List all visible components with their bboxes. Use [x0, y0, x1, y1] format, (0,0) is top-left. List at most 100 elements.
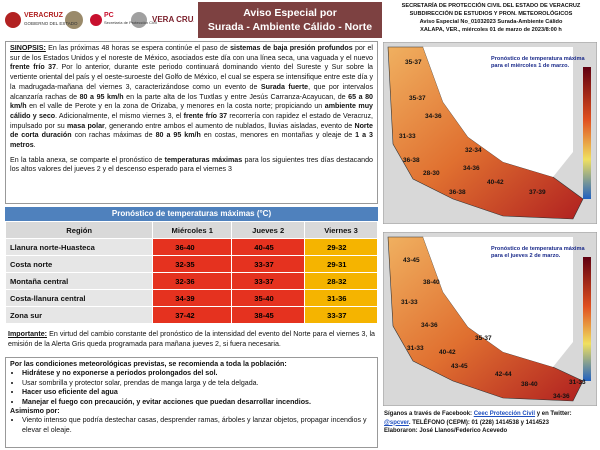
logo-text: VERACRUZ [24, 12, 64, 19]
sea [423, 47, 573, 177]
text-run: Surada fuerte [260, 82, 309, 91]
text-run: . Adicionalmente, el mismo viernes 3, el [55, 111, 184, 120]
title-line: Aviso Especial por [243, 7, 337, 19]
table-row: Llanura norte-Huasteca 36-40 40-45 29-32 [4, 238, 378, 256]
logo-text: VERA CRUZ [152, 15, 194, 24]
text-run: , que por intervalos alcanzaría rachas d… [10, 82, 373, 101]
map-caption: Pronóstico de temperatura máxima para el … [491, 246, 585, 259]
caption-line: para el miércoles 1 de marzo. [491, 63, 569, 69]
temp-label: 43-45 [451, 363, 468, 370]
footer-line: Elaboraron: José Llanos/Federico Acevedo [384, 427, 598, 436]
logo-text: Secretaría de Protección Civil [104, 20, 157, 25]
temp-label: 34-36 [553, 393, 570, 400]
temperature-cell: 28-32 [304, 272, 378, 290]
region-cell: Costa-llanura central [4, 289, 154, 307]
rec-also: Asimismo por: [10, 407, 60, 416]
temperature-cell: 29-32 [304, 238, 378, 256]
paragraph: En la tabla anexa, se comparte el pronós… [10, 156, 373, 175]
temp-label: 42-44 [495, 371, 512, 378]
text-run: en la parte alta de los Tuxtlas y entre … [123, 92, 349, 101]
title-box: Aviso Especial por Surada - Ambiente Cál… [198, 2, 382, 38]
temp-label: 34-36 [425, 113, 442, 120]
text-run: 1 a 3 metros [10, 131, 373, 150]
region-cell: Llanura norte-Huasteca [4, 238, 154, 256]
link[interactable]: Ceec Protección Civil [473, 411, 536, 417]
colorbar [583, 67, 591, 199]
footer: Síganos a través de Facebook: Ceec Prote… [384, 410, 598, 436]
text-run: , generando entre ambos el aumento de nu… [104, 121, 355, 130]
temp-label: 43-45 [403, 257, 420, 264]
temp-label: 37-39 [529, 189, 546, 196]
temp-label: 31-33 [569, 379, 586, 386]
map-image: Pronóstico de temperatura máxima para el … [382, 231, 598, 407]
temp-label: 38-40 [521, 381, 538, 388]
text-run: frente frío 37 [10, 63, 57, 72]
logo-emblem [131, 12, 147, 28]
logo-text: GOBIERNO DEL ESTADO [24, 21, 78, 26]
text-run: Norte de corta duración [10, 121, 373, 140]
rec-item: Hidrátese y no exponerse a periodos prol… [22, 369, 373, 378]
title-line: Surada - Ambiente Cálido - Norte [207, 21, 373, 33]
temperature-cell: 40-45 [231, 238, 306, 256]
temp-label: 40-42 [439, 349, 456, 356]
temperature-cell: 33-37 [231, 255, 306, 273]
temperature-cell: 31-36 [304, 289, 378, 307]
table-wrap: Pronóstico de temperaturas máximas (°C) … [4, 207, 378, 324]
paragraph: SINOPSIS: En las próximas 48 horas se es… [10, 44, 373, 151]
agency: SECRETARÍA DE PROTECCIÓN CIVIL DEL ESTAD… [384, 2, 598, 34]
colorbar [583, 257, 591, 381]
link[interactable]: @spcver [384, 419, 409, 426]
text-run: En la tabla anexa, se comparte el pronós… [10, 155, 165, 164]
temperature-cell: 32-35 [152, 255, 233, 273]
rec-item: Manejar el fuego con precaución, y evita… [22, 398, 373, 407]
text-run: recorrería con rapidez el estado de Vera… [10, 111, 374, 130]
rec-list: Viento intenso que podría destechar casa… [10, 416, 373, 435]
temp-label: 40-42 [487, 179, 504, 186]
logo-emblem [90, 14, 102, 26]
temperature-cell: 38-45 [231, 306, 306, 324]
temp-label: 34-36 [463, 165, 480, 172]
caption-line: para el jueves 2 de marzo. [491, 253, 561, 259]
temp-label: 35-37 [409, 95, 426, 102]
rec-item: Viento intenso que podría destechar casa… [22, 416, 373, 435]
text-run: por el sur de los Estados Unidos y el no… [10, 44, 373, 62]
text-run: sistemas de baja presión profundos [230, 44, 353, 52]
text-run: En virtud del cambio constante del pronó… [8, 330, 375, 348]
sea [423, 237, 573, 367]
text-run: masa polar [67, 121, 105, 130]
column-header: Viernes 3 [304, 221, 378, 239]
temp-label: 34-36 [421, 322, 438, 329]
text-run: en costas, menores en montañas y oleaje … [200, 131, 356, 140]
caption-line: Pronóstico de temperatura máxima [491, 56, 585, 62]
text-run: En las próximas 48 horas se espera conti… [45, 44, 231, 52]
column-header: Miércoles 1 [152, 221, 233, 239]
map-image: Pronóstico de temperatura máxima para el … [382, 41, 598, 225]
temperature-cell: 32-36 [152, 272, 233, 290]
synopsis: SINOPSIS: En las próximas 48 horas se es… [5, 41, 378, 204]
agency-line: Aviso Especial No_01032023 Surada-Ambien… [419, 19, 563, 25]
logo-strip: VERACRUZ GOBIERNO DEL ESTADO PCSecretaría … [5, 11, 198, 29]
table: Región Miércoles 1 Jueves 2 Viernes 3 Llanur… [4, 221, 378, 324]
table-header-row: Región Miércoles 1 Jueves 2 Viernes 3 [4, 221, 378, 239]
table-row: Costa norte 32-35 33-37 29-31 [4, 255, 378, 273]
text-run: 65 a 80 km/h [10, 92, 374, 111]
logo-emblem [5, 12, 21, 28]
region-cell: Costa norte [4, 255, 154, 273]
map-caption: Pronóstico de temperatura máxima para el … [491, 56, 585, 69]
logo-emblem [65, 11, 83, 29]
temperature-cell: 36-40 [152, 238, 233, 256]
text-run: frente frío 37 [183, 111, 228, 120]
table-caption: Pronóstico de temperaturas máximas (°C) [5, 207, 378, 221]
text-run: 80 a 95 km/h [155, 131, 201, 140]
temperature-cell: 33-37 [304, 306, 378, 324]
rec-list: Hidrátese y no exponerse a periodos prol… [10, 369, 373, 407]
table-row: Zona sur 37-42 38-45 33-37 [4, 306, 378, 324]
column-header: Región [4, 221, 154, 239]
temperature-cell: 29-31 [304, 255, 378, 273]
temp-label: 36-38 [403, 157, 420, 164]
text-run: . [33, 141, 36, 150]
agency-line: SECRETARÍA DE PROTECCIÓN CIVIL DEL ESTAD… [401, 3, 581, 9]
map: Pronóstico de temperatura máxima para el … [382, 41, 598, 225]
temp-label: 31-33 [401, 299, 418, 306]
text-run: para los siguientes tres días destacando… [10, 155, 373, 174]
